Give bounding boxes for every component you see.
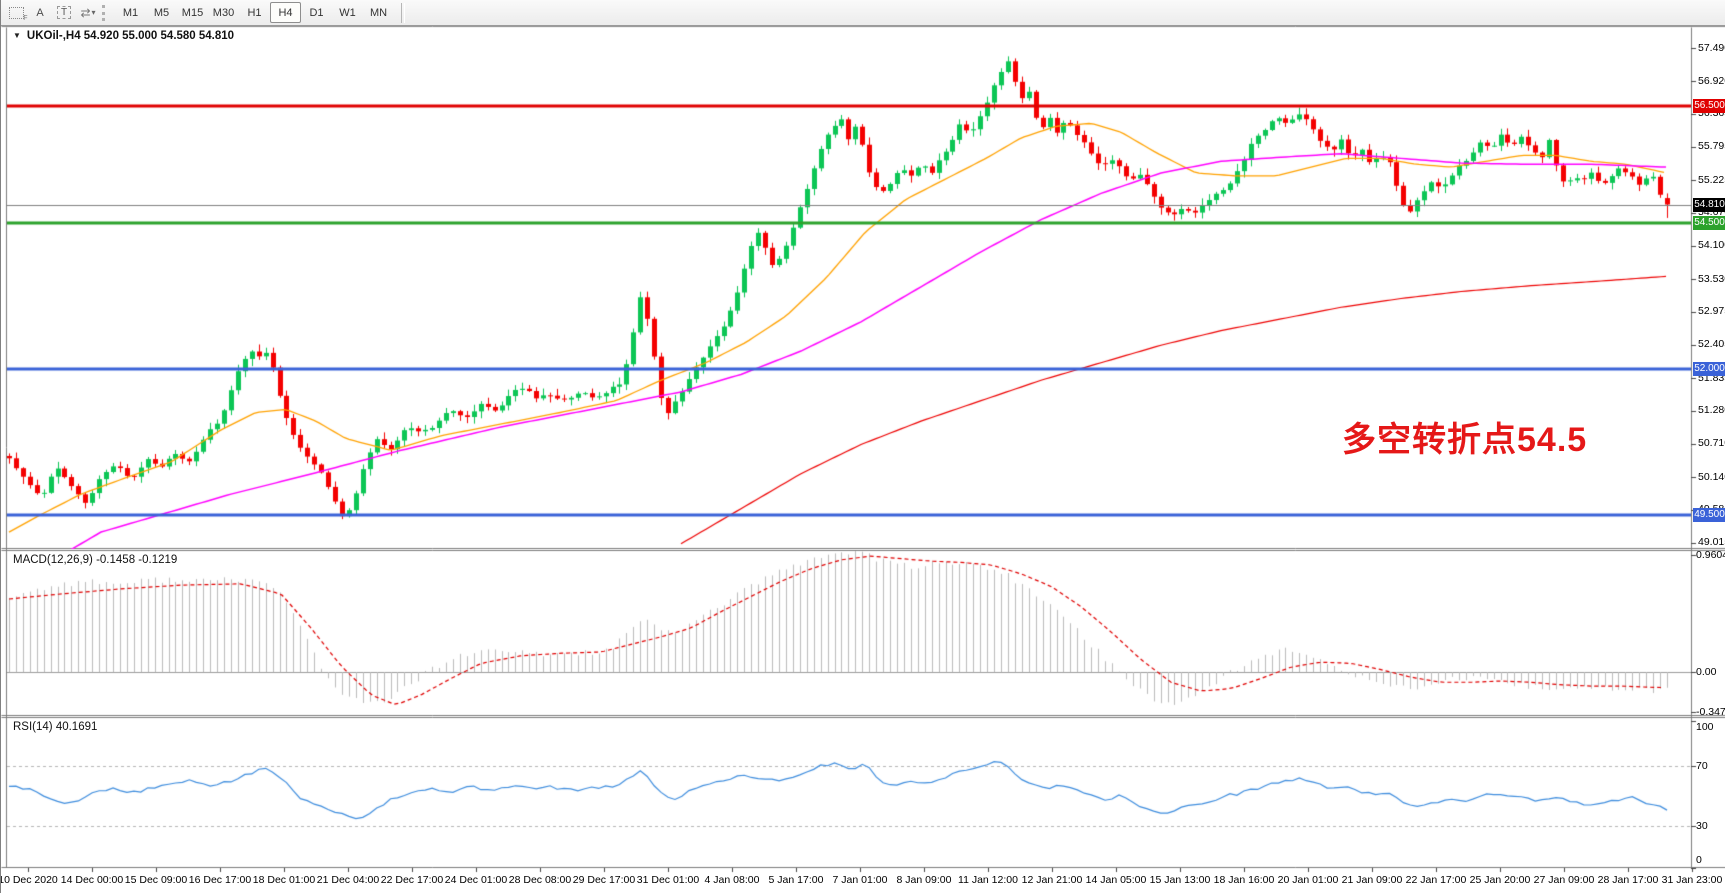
timeframe-button-d1[interactable]: D1 xyxy=(301,2,332,23)
time-axis-label: 25 Jan 20:00 xyxy=(1469,874,1531,886)
macd-scale-label: -0.3473 xyxy=(1696,706,1725,718)
time-axis-label: 7 Jan 01:00 xyxy=(832,874,888,886)
macd-scale-label: 0.00 xyxy=(1696,666,1717,679)
time-axis-label: 11 Jan 12:00 xyxy=(958,874,1018,886)
rsi-indicator-label: RSI(14) 40.1691 xyxy=(13,721,98,733)
time-axis-label: 28 Dec 08:00 xyxy=(508,874,572,886)
time-axis-label: 31 Jan 23:00 xyxy=(1661,874,1723,886)
toolbar: F A T ⇄ ▾ M1 M5 M15 M30 H1 H4 D1 W1 MN xyxy=(1,0,1725,26)
price-tick-label: 55.795 xyxy=(1698,140,1725,153)
time-axis-label: 15 Dec 09:00 xyxy=(124,874,188,886)
time-axis-label: 27 Jan 09:00 xyxy=(1533,874,1595,886)
price-badge: 56.500 xyxy=(1693,98,1725,113)
price-badge: 52.000 xyxy=(1693,361,1725,376)
price-tick-label: 57.490 xyxy=(1698,41,1725,54)
dropdown-caret-icon: ▾ xyxy=(91,8,96,17)
rsi-scale-label: 30 xyxy=(1696,820,1708,832)
time-axis-label: 10 Dec 2020 xyxy=(0,874,58,886)
time-axis-label: 22 Jan 17:00 xyxy=(1405,874,1467,886)
time-axis-label: 16 Dec 17:00 xyxy=(188,874,252,886)
symbol-dropdown-icon[interactable]: ▼ xyxy=(13,31,21,40)
price-tick-label: 54.100 xyxy=(1698,239,1725,252)
timeframe-button-h1[interactable]: H1 xyxy=(239,2,270,23)
time-axis-label: 18 Dec 01:00 xyxy=(252,874,316,886)
time-axis-label: 24 Dec 01:00 xyxy=(444,874,508,886)
time-axis-label: 22 Dec 17:00 xyxy=(380,874,444,886)
time-axis-label: 29 Dec 17:00 xyxy=(572,874,636,886)
text-label-tool-icon[interactable]: T xyxy=(52,2,76,23)
price-tick-label: 52.405 xyxy=(1698,338,1725,351)
timeframe-button-m15[interactable]: M15 xyxy=(177,2,208,23)
rsi-scale-label: 0 xyxy=(1696,854,1702,866)
price-badge: 49.500 xyxy=(1693,507,1725,522)
timeframe-button-m5[interactable]: M5 xyxy=(146,2,177,23)
timeframe-button-h4[interactable]: H4 xyxy=(270,2,301,23)
time-axis-label: 21 Jan 09:00 xyxy=(1341,874,1403,886)
price-tick-label: 49.015 xyxy=(1698,536,1725,549)
timeframe-button-w1[interactable]: W1 xyxy=(332,2,363,23)
macd-indicator-label: MACD(12,26,9) -0.1458 -0.1219 xyxy=(13,554,178,566)
toolbar-separator xyxy=(401,2,405,23)
arrows-tool-icon[interactable]: ⇄ ▾ xyxy=(76,2,100,23)
text-label-glyph: T xyxy=(56,6,72,19)
time-axis-label: 28 Jan 17:00 xyxy=(1597,874,1659,886)
grid-f-icon[interactable]: F xyxy=(4,2,28,23)
rsi-scale-label: 100 xyxy=(1696,721,1714,733)
time-axis-label: 15 Jan 13:00 xyxy=(1149,874,1211,886)
time-axis-label: 5 Jan 17:00 xyxy=(768,874,824,886)
arrows-glyph: ⇄ xyxy=(80,5,90,20)
timeframe-group: M1 M5 M15 M30 H1 H4 D1 W1 MN xyxy=(115,2,394,23)
time-axis-label: 14 Jan 05:00 xyxy=(1085,874,1147,886)
time-axis-label: 20 Jan 01:00 xyxy=(1277,874,1339,886)
price-badge: 54.810 xyxy=(1693,197,1725,212)
price-tick-label: 51.280 xyxy=(1698,404,1725,417)
price-tick-label: 56.920 xyxy=(1698,74,1725,87)
time-axis-label: 14 Dec 00:00 xyxy=(60,874,124,886)
time-axis-label: 31 Dec 01:00 xyxy=(636,874,700,886)
macd-scale-label: 0.9604 xyxy=(1696,549,1725,561)
price-tick-label: 53.530 xyxy=(1698,272,1725,285)
timeframe-button-mn[interactable]: MN xyxy=(363,2,394,23)
timeframe-button-m30[interactable]: M30 xyxy=(208,2,239,23)
time-axis-label: 21 Dec 04:00 xyxy=(316,874,380,886)
price-tick-label: 52.975 xyxy=(1698,305,1725,318)
toolbar-drag-grip[interactable] xyxy=(102,4,110,21)
grid-subscript: F xyxy=(23,14,28,22)
timeframe-button-m1[interactable]: M1 xyxy=(115,2,146,23)
time-axis-label: 18 Jan 16:00 xyxy=(1213,874,1275,886)
price-tick-label: 55.225 xyxy=(1698,173,1725,186)
time-axis-label: 8 Jan 09:00 xyxy=(896,874,952,886)
time-axis-label: 12 Jan 21:00 xyxy=(1021,874,1083,886)
price-badge: 54.500 xyxy=(1693,215,1725,230)
rsi-scale-label: 70 xyxy=(1696,760,1708,772)
letter-a-glyph: A xyxy=(36,6,44,19)
time-axis-label: 4 Jan 08:00 xyxy=(704,874,760,886)
chart-annotation-text: 多空转折点54.5 xyxy=(1342,421,1588,459)
symbol-ohlc-text: UKOil-,H4 54.920 55.000 54.580 54.810 xyxy=(26,30,235,42)
dotted-grid-icon: F xyxy=(8,6,28,22)
letter-a-tool-icon[interactable]: A xyxy=(28,2,52,23)
price-tick-label: 50.140 xyxy=(1698,470,1725,483)
symbol-header: ▼ UKOil-,H4 54.920 55.000 54.580 54.810 xyxy=(13,30,234,42)
price-tick-label: 50.710 xyxy=(1698,437,1725,450)
